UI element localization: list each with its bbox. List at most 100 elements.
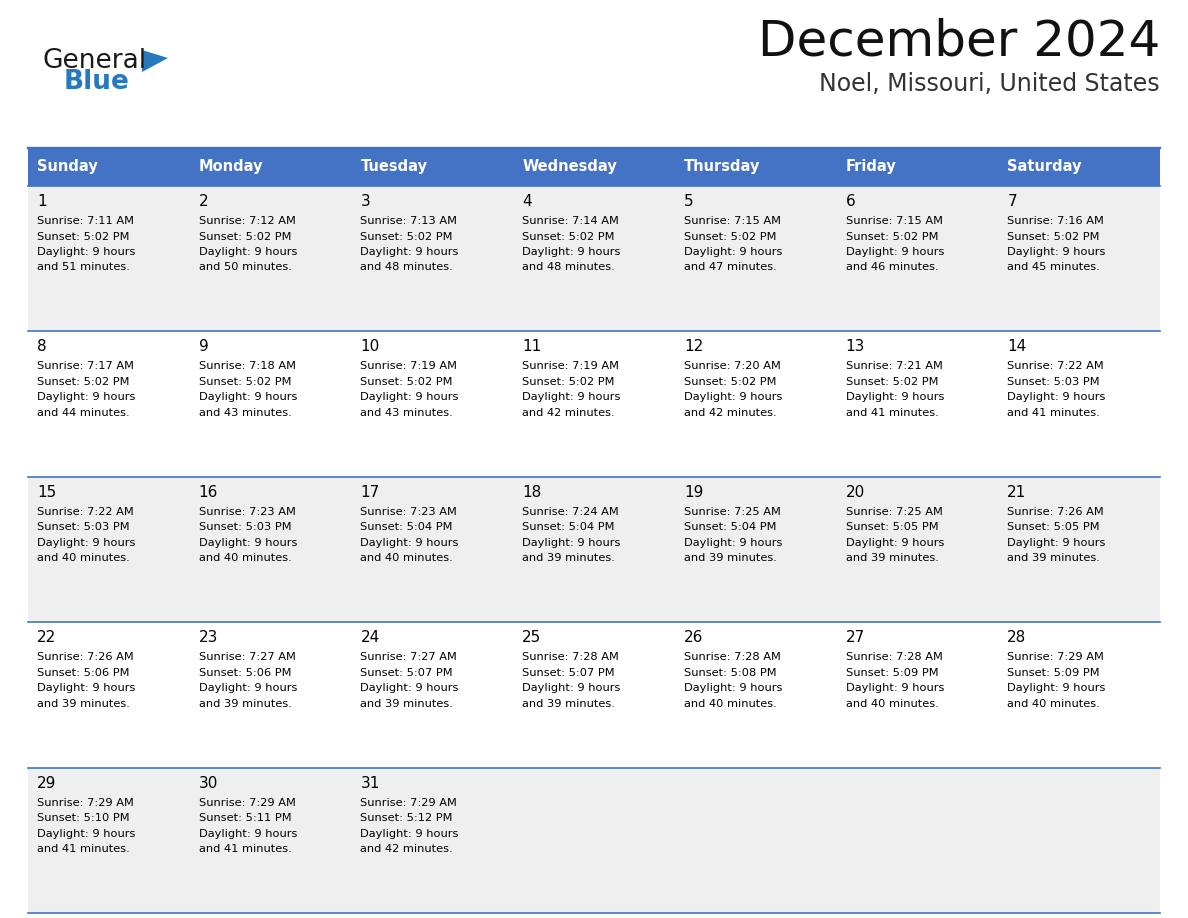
Text: Sunrise: 7:28 AM: Sunrise: 7:28 AM xyxy=(846,652,942,662)
Text: Daylight: 9 hours: Daylight: 9 hours xyxy=(523,538,620,548)
Text: Friday: Friday xyxy=(846,160,896,174)
Bar xyxy=(352,767,513,913)
Text: Sunset: 5:02 PM: Sunset: 5:02 PM xyxy=(684,231,776,241)
Text: Daylight: 9 hours: Daylight: 9 hours xyxy=(360,829,459,839)
Text: Sunrise: 7:15 AM: Sunrise: 7:15 AM xyxy=(846,216,942,226)
Bar xyxy=(675,476,836,622)
Text: and 41 minutes.: and 41 minutes. xyxy=(198,844,291,854)
Text: Daylight: 9 hours: Daylight: 9 hours xyxy=(523,247,620,257)
Text: Daylight: 9 hours: Daylight: 9 hours xyxy=(198,247,297,257)
Text: Daylight: 9 hours: Daylight: 9 hours xyxy=(37,829,135,839)
Text: Saturday: Saturday xyxy=(1007,160,1082,174)
Text: Noel, Missouri, United States: Noel, Missouri, United States xyxy=(820,72,1159,96)
Text: Sunset: 5:09 PM: Sunset: 5:09 PM xyxy=(846,667,939,677)
Text: Sunset: 5:02 PM: Sunset: 5:02 PM xyxy=(1007,231,1100,241)
Bar xyxy=(190,331,352,476)
Text: Daylight: 9 hours: Daylight: 9 hours xyxy=(684,683,782,693)
Text: and 40 minutes.: and 40 minutes. xyxy=(360,554,453,564)
Bar xyxy=(29,622,190,767)
Bar xyxy=(190,148,352,186)
Text: 18: 18 xyxy=(523,485,542,499)
Text: 13: 13 xyxy=(846,340,865,354)
Text: Sunrise: 7:19 AM: Sunrise: 7:19 AM xyxy=(523,362,619,372)
Text: 5: 5 xyxy=(684,194,694,209)
Bar xyxy=(513,148,675,186)
Text: 10: 10 xyxy=(360,340,380,354)
Text: 22: 22 xyxy=(37,630,56,645)
Text: Sunrise: 7:25 AM: Sunrise: 7:25 AM xyxy=(684,507,781,517)
Text: 14: 14 xyxy=(1007,340,1026,354)
Text: Daylight: 9 hours: Daylight: 9 hours xyxy=(37,538,135,548)
Bar xyxy=(675,331,836,476)
Text: and 44 minutes.: and 44 minutes. xyxy=(37,408,129,418)
Bar xyxy=(836,331,998,476)
Text: and 39 minutes.: and 39 minutes. xyxy=(1007,554,1100,564)
Text: and 43 minutes.: and 43 minutes. xyxy=(360,408,453,418)
Bar xyxy=(29,476,190,622)
Text: Daylight: 9 hours: Daylight: 9 hours xyxy=(360,247,459,257)
Text: Daylight: 9 hours: Daylight: 9 hours xyxy=(360,538,459,548)
Bar xyxy=(190,767,352,913)
Text: Sunrise: 7:29 AM: Sunrise: 7:29 AM xyxy=(360,798,457,808)
Text: Daylight: 9 hours: Daylight: 9 hours xyxy=(684,247,782,257)
Bar xyxy=(352,476,513,622)
Text: 6: 6 xyxy=(846,194,855,209)
Bar xyxy=(998,186,1159,331)
Text: 23: 23 xyxy=(198,630,219,645)
Bar xyxy=(190,186,352,331)
Text: Daylight: 9 hours: Daylight: 9 hours xyxy=(198,829,297,839)
Text: 9: 9 xyxy=(198,340,208,354)
Text: and 42 minutes.: and 42 minutes. xyxy=(684,408,777,418)
Bar xyxy=(513,331,675,476)
Text: Daylight: 9 hours: Daylight: 9 hours xyxy=(198,392,297,402)
Text: 17: 17 xyxy=(360,485,380,499)
Text: 30: 30 xyxy=(198,776,219,790)
Bar xyxy=(352,148,513,186)
Bar xyxy=(998,767,1159,913)
Text: Sunset: 5:02 PM: Sunset: 5:02 PM xyxy=(846,377,939,386)
Bar xyxy=(29,331,190,476)
Text: Sunrise: 7:23 AM: Sunrise: 7:23 AM xyxy=(360,507,457,517)
Text: Sunset: 5:05 PM: Sunset: 5:05 PM xyxy=(846,522,939,532)
Text: and 43 minutes.: and 43 minutes. xyxy=(198,408,291,418)
Text: Sunrise: 7:23 AM: Sunrise: 7:23 AM xyxy=(198,507,296,517)
Text: Sunset: 5:02 PM: Sunset: 5:02 PM xyxy=(360,231,453,241)
Text: Sunrise: 7:17 AM: Sunrise: 7:17 AM xyxy=(37,362,134,372)
Text: Sunset: 5:04 PM: Sunset: 5:04 PM xyxy=(523,522,614,532)
Text: Daylight: 9 hours: Daylight: 9 hours xyxy=(523,683,620,693)
Text: and 41 minutes.: and 41 minutes. xyxy=(846,408,939,418)
Text: 19: 19 xyxy=(684,485,703,499)
Text: Daylight: 9 hours: Daylight: 9 hours xyxy=(1007,392,1106,402)
Text: and 50 minutes.: and 50 minutes. xyxy=(198,263,291,273)
Text: 25: 25 xyxy=(523,630,542,645)
Text: and 41 minutes.: and 41 minutes. xyxy=(37,844,129,854)
Text: Sunset: 5:04 PM: Sunset: 5:04 PM xyxy=(684,522,776,532)
Text: Daylight: 9 hours: Daylight: 9 hours xyxy=(846,392,944,402)
Bar xyxy=(675,767,836,913)
Bar xyxy=(352,622,513,767)
Text: Sunrise: 7:27 AM: Sunrise: 7:27 AM xyxy=(198,652,296,662)
Bar xyxy=(190,622,352,767)
Bar xyxy=(29,767,190,913)
Text: 29: 29 xyxy=(37,776,56,790)
Text: 7: 7 xyxy=(1007,194,1017,209)
Text: 12: 12 xyxy=(684,340,703,354)
Bar xyxy=(836,148,998,186)
Bar xyxy=(836,476,998,622)
Text: and 51 minutes.: and 51 minutes. xyxy=(37,263,129,273)
Bar xyxy=(998,622,1159,767)
Text: and 39 minutes.: and 39 minutes. xyxy=(523,699,615,709)
Text: Daylight: 9 hours: Daylight: 9 hours xyxy=(360,392,459,402)
Text: Sunset: 5:02 PM: Sunset: 5:02 PM xyxy=(37,377,129,386)
Bar xyxy=(675,148,836,186)
Text: and 41 minutes.: and 41 minutes. xyxy=(1007,408,1100,418)
Text: Sunset: 5:02 PM: Sunset: 5:02 PM xyxy=(523,377,614,386)
Text: 15: 15 xyxy=(37,485,56,499)
Text: Sunset: 5:07 PM: Sunset: 5:07 PM xyxy=(523,667,614,677)
Text: Sunset: 5:02 PM: Sunset: 5:02 PM xyxy=(846,231,939,241)
Text: Daylight: 9 hours: Daylight: 9 hours xyxy=(198,538,297,548)
Text: Blue: Blue xyxy=(64,69,129,95)
Text: Sunrise: 7:29 AM: Sunrise: 7:29 AM xyxy=(1007,652,1104,662)
Text: December 2024: December 2024 xyxy=(758,18,1159,66)
Text: Daylight: 9 hours: Daylight: 9 hours xyxy=(360,683,459,693)
